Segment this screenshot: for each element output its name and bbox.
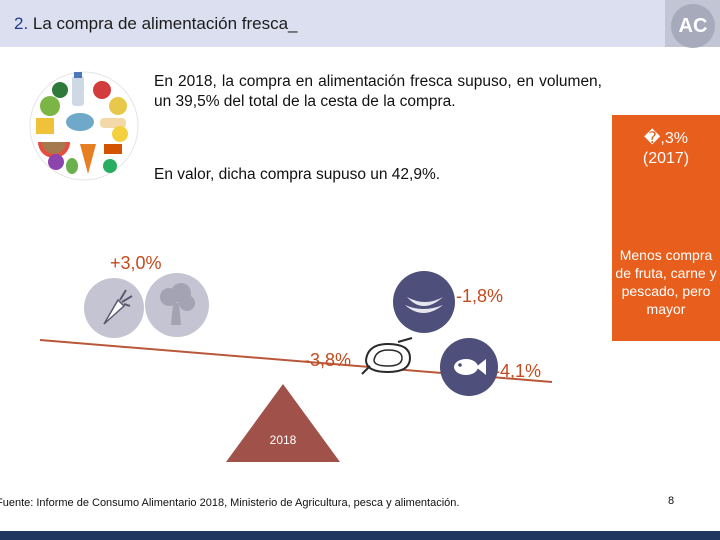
fish-icon-bg bbox=[440, 338, 498, 396]
broccoli-icon-bg bbox=[145, 273, 209, 337]
highlight-note: Menos compra de fruta, carne y pescado, … bbox=[615, 247, 717, 317]
paragraph-value: En valor, dicha compra supuso un 42,9%. bbox=[154, 166, 441, 183]
page-title: 2. La compra de alimentación fresca_ bbox=[14, 14, 298, 34]
page-number: 8 bbox=[668, 495, 675, 507]
highlight-value: �,3% bbox=[644, 130, 688, 147]
banana-icon-bg bbox=[393, 271, 455, 333]
meat-change: -3,8% bbox=[304, 350, 352, 370]
carrot-icon bbox=[103, 289, 133, 325]
bottom-bar bbox=[0, 531, 720, 540]
steak-icon bbox=[361, 337, 413, 375]
highlight-year: (2017) bbox=[642, 150, 690, 167]
fresh-food-icon bbox=[29, 71, 139, 181]
banana-icon bbox=[405, 297, 443, 313]
highlight-figure: �,3% (2017) bbox=[612, 129, 720, 169]
fish-change: -4,1% bbox=[494, 361, 542, 381]
paragraph-volume: En 2018, la compra en alimentación fresc… bbox=[154, 73, 602, 110]
fulcrum-year: 2018 bbox=[269, 433, 297, 447]
vegetables-change: +3,0% bbox=[110, 253, 162, 273]
title-bar bbox=[0, 0, 665, 47]
fish-icon bbox=[454, 359, 486, 375]
broccoli-icon bbox=[160, 283, 195, 325]
logo: AC bbox=[671, 4, 715, 48]
highlight-box: �,3% (2017) Menos compra de fruta, carne… bbox=[612, 115, 720, 341]
source-note: Fuente: Informe de Consumo Alimentario 2… bbox=[0, 497, 460, 509]
title-text: La compra de alimentación fresca_ bbox=[28, 14, 298, 33]
section-number: 2. bbox=[14, 14, 29, 33]
balance-fulcrum bbox=[226, 384, 340, 462]
carrot-icon-bg bbox=[84, 278, 144, 338]
fruit-change: -1,8% bbox=[456, 286, 504, 306]
